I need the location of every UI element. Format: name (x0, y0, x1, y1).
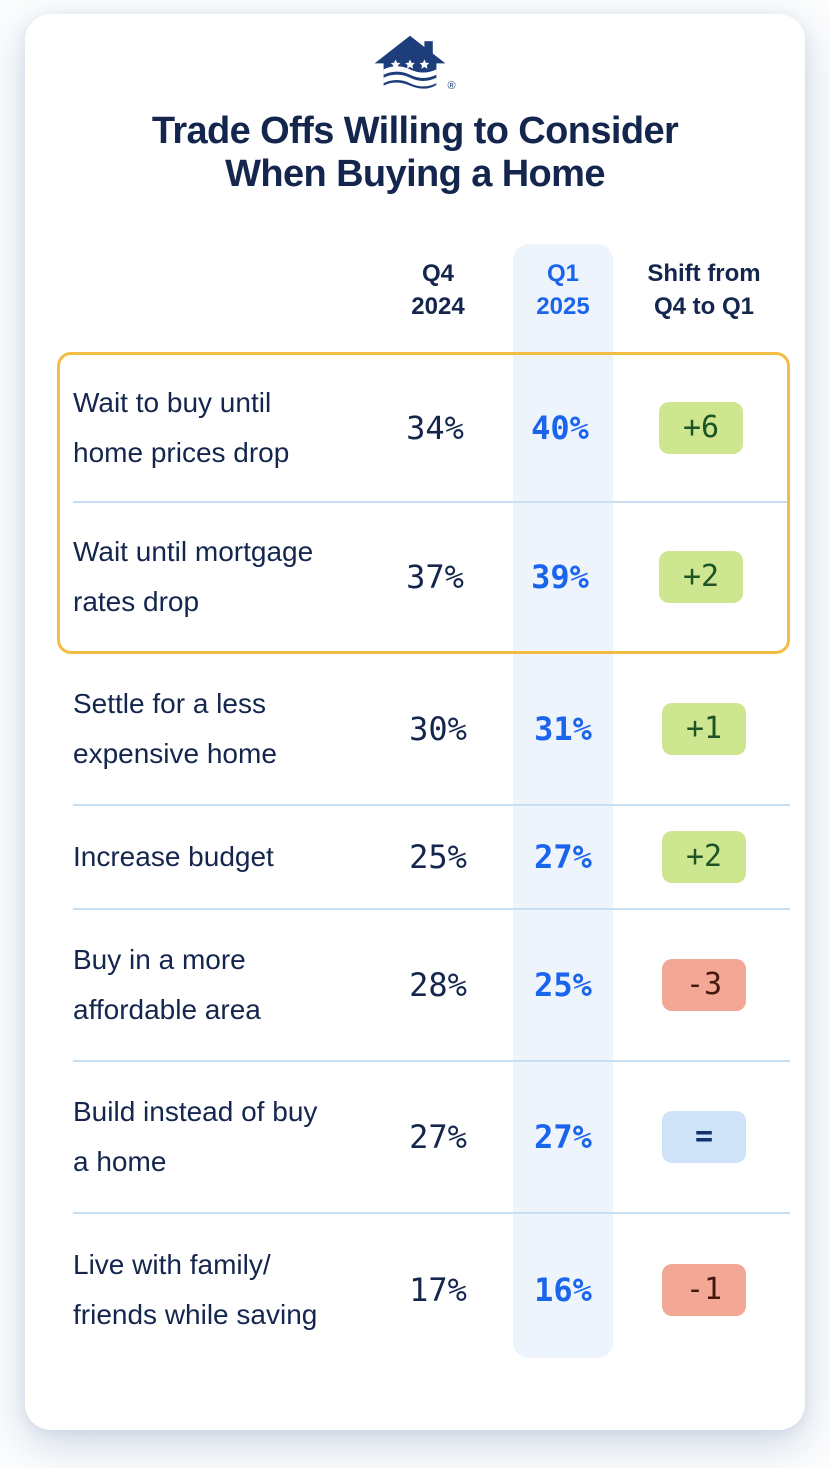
table-row: Live with family/ friends while saving 1… (73, 1214, 790, 1366)
row-label: Wait to buy until home prices drop (73, 386, 290, 468)
q4-2024-value: 17% (409, 1270, 467, 1309)
table-row: Settle for a less expensive home 30% 31%… (73, 654, 790, 806)
table-row: Buy in a more affordable area 28% 25% -3 (73, 910, 790, 1062)
shift-badge: +6 (659, 401, 743, 454)
q1-2025-value: 39% (531, 557, 589, 596)
table-row: Wait until mortgage rates drop 37% 39% +… (73, 503, 787, 651)
q1-2025-value: 16% (534, 1270, 592, 1309)
house-logo-icon (375, 35, 446, 89)
page-title: Trade Offs Willing to Consider When Buyi… (25, 110, 805, 197)
shift-badge: +1 (662, 702, 746, 755)
shift-badge: +2 (659, 550, 743, 603)
shift-cell: +2 (618, 830, 790, 883)
table-row: Increase budget 25% 27% +2 (73, 806, 790, 910)
shift-cell: +2 (615, 550, 787, 603)
infographic-card: ® Trade Offs Willing to Consider When Bu… (25, 14, 805, 1430)
shift-badge: -3 (662, 958, 746, 1011)
row-label: Wait until mortgage rates drop (73, 535, 314, 617)
q4-2024-value: 34% (406, 408, 464, 447)
q4-2024-value: 37% (406, 557, 464, 596)
q4-2024-value: 30% (409, 709, 467, 748)
shift-badge: -1 (662, 1263, 746, 1316)
q4-2024-value: 28% (409, 965, 467, 1004)
shift-cell: = (618, 1110, 790, 1163)
row-label: Live with family/ friends while saving (73, 1248, 318, 1330)
row-label: Buy in a more affordable area (73, 943, 261, 1025)
registered-trademark-mark: ® (447, 80, 456, 92)
shift-cell: +1 (618, 702, 790, 755)
q1-column-highlight-band (513, 244, 613, 1358)
q1-2025-value: 40% (531, 408, 589, 447)
column-header-q4-2024: Q4 2024 (411, 260, 465, 320)
row-label: Build instead of buy a home (73, 1095, 318, 1177)
shift-cell: -3 (618, 958, 790, 1011)
q1-2025-value: 27% (534, 837, 592, 876)
q4-2024-value: 25% (409, 837, 467, 876)
row-label: Increase budget (73, 840, 274, 872)
q1-2025-value: 25% (534, 965, 592, 1004)
table-row: Build instead of buy a home 27% 27% = (73, 1062, 790, 1214)
shift-cell: -1 (618, 1263, 790, 1316)
q4-2024-value: 27% (409, 1117, 467, 1156)
row-label: Settle for a less expensive home (73, 687, 277, 769)
column-header-shift: Shift from Q4 to Q1 (647, 260, 761, 320)
q1-2025-value: 31% (534, 709, 592, 748)
tradeoffs-table: Q4 2024 Q1 2025 Shift from Q4 to Q1 Wait… (57, 243, 790, 1366)
highlighted-rows-outline: Wait to buy until home prices drop 34% 4… (57, 351, 790, 654)
page-title-line2: When Buying a Home (225, 153, 605, 196)
shift-badge: = (662, 1110, 746, 1163)
shift-cell: +6 (615, 401, 787, 454)
table-header-row: Q4 2024 Q1 2025 Shift from Q4 to Q1 (73, 243, 790, 339)
shift-badge: +2 (662, 830, 746, 883)
column-header-q1-2025: Q1 2025 (536, 260, 590, 320)
page-title-line1: Trade Offs Willing to Consider (151, 110, 679, 152)
table-row: Wait to buy until home prices drop 34% 4… (73, 355, 787, 503)
brand-logo: ® (25, 14, 805, 94)
q1-2025-value: 27% (534, 1117, 592, 1156)
